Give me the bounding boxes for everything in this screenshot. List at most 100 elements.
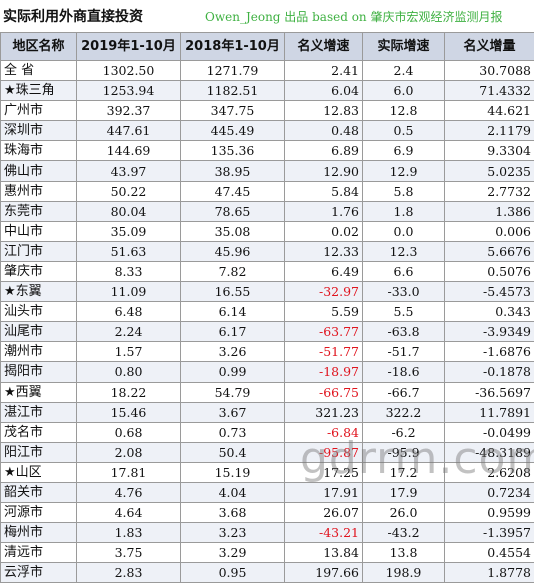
cell-region: 汕头市: [1, 302, 77, 322]
cell-nominal-increment: -48.3189: [445, 442, 534, 462]
cell-region: 全 省: [1, 61, 77, 81]
column-header-real-growth: 实际增速: [363, 33, 445, 61]
cell-2019: 15.46: [77, 402, 181, 422]
cell-2019: 1.57: [77, 342, 181, 362]
cell-nominal-increment: 44.621: [445, 101, 534, 121]
cell-real-growth: 322.2: [363, 402, 445, 422]
cell-nominal-growth: 17.25: [285, 462, 363, 482]
cell-nominal-increment: -1.6876: [445, 342, 534, 362]
table-header-bar: 实际利用外商直接投资 Owen_Jeong 出品 based on 肇庆市宏观经…: [0, 0, 534, 32]
cell-real-growth: 5.5: [363, 302, 445, 322]
cell-2018: 38.95: [181, 161, 285, 181]
cell-2018: 0.95: [181, 563, 285, 583]
cell-nominal-growth: 5.84: [285, 181, 363, 201]
cell-region: 肇庆市: [1, 261, 77, 281]
cell-nominal-growth: -32.97: [285, 282, 363, 302]
cell-real-growth: 6.6: [363, 261, 445, 281]
fdi-table: 地区名称 2019年1-10月 2018年1-10月 名义增速 实际增速 名义增…: [0, 32, 534, 583]
cell-nominal-increment: 2.7732: [445, 181, 534, 201]
cell-2019: 392.37: [77, 101, 181, 121]
cell-nominal-growth: -66.75: [285, 382, 363, 402]
cell-real-growth: 6.9: [363, 141, 445, 161]
cell-nominal-increment: -36.5697: [445, 382, 534, 402]
cell-2018: 3.26: [181, 342, 285, 362]
cell-region: 梅州市: [1, 523, 77, 543]
cell-region: 湛江市: [1, 402, 77, 422]
cell-2019: 2.08: [77, 442, 181, 462]
cell-nominal-increment: 0.7234: [445, 482, 534, 502]
cell-nominal-growth: -18.97: [285, 362, 363, 382]
cell-nominal-increment: -5.4573: [445, 282, 534, 302]
cell-real-growth: -43.2: [363, 523, 445, 543]
cell-2019: 1302.50: [77, 61, 181, 81]
cell-2019: 0.68: [77, 422, 181, 442]
cell-nominal-increment: 1.8778: [445, 563, 534, 583]
cell-region: 韶关市: [1, 482, 77, 502]
cell-nominal-growth: -63.77: [285, 322, 363, 342]
cell-2019: 80.04: [77, 201, 181, 221]
cell-2018: 1182.51: [181, 81, 285, 101]
cell-2019: 4.64: [77, 503, 181, 523]
cell-real-growth: 198.9: [363, 563, 445, 583]
cell-real-growth: -33.0: [363, 282, 445, 302]
cell-real-growth: 12.3: [363, 241, 445, 261]
cell-real-growth: 5.8: [363, 181, 445, 201]
cell-2019: 35.09: [77, 221, 181, 241]
cell-region: 揭阳市: [1, 362, 77, 382]
cell-nominal-increment: 0.4554: [445, 543, 534, 563]
column-header-nominal-increment: 名义增量: [445, 33, 534, 61]
cell-region: 深圳市: [1, 121, 77, 141]
cell-nominal-increment: 11.7891: [445, 402, 534, 422]
cell-2019: 17.81: [77, 462, 181, 482]
cell-2018: 6.17: [181, 322, 285, 342]
cell-2018: 78.65: [181, 201, 285, 221]
cell-nominal-increment: -0.1878: [445, 362, 534, 382]
cell-nominal-growth: 197.66: [285, 563, 363, 583]
cell-nominal-growth: 17.91: [285, 482, 363, 502]
cell-2019: 4.76: [77, 482, 181, 502]
cell-nominal-increment: -0.0499: [445, 422, 534, 442]
cell-nominal-increment: 5.6676: [445, 241, 534, 261]
cell-real-growth: 17.9: [363, 482, 445, 502]
cell-2019: 2.83: [77, 563, 181, 583]
cell-nominal-growth: 26.07: [285, 503, 363, 523]
cell-real-growth: -6.2: [363, 422, 445, 442]
cell-2019: 6.48: [77, 302, 181, 322]
cell-nominal-growth: 12.83: [285, 101, 363, 121]
cell-2018: 54.79: [181, 382, 285, 402]
cell-2019: 2.24: [77, 322, 181, 342]
cell-2019: 1.83: [77, 523, 181, 543]
cell-region: 茂名市: [1, 422, 77, 442]
cell-real-growth: -51.7: [363, 342, 445, 362]
cell-real-growth: 1.8: [363, 201, 445, 221]
cell-2018: 15.19: [181, 462, 285, 482]
cell-nominal-growth: -95.87: [285, 442, 363, 462]
cell-2019: 0.80: [77, 362, 181, 382]
cell-nominal-growth: 2.41: [285, 61, 363, 81]
cell-2018: 35.08: [181, 221, 285, 241]
cell-2019: 18.22: [77, 382, 181, 402]
cell-region: 东莞市: [1, 201, 77, 221]
cell-region: 汕尾市: [1, 322, 77, 342]
cell-real-growth: 17.2: [363, 462, 445, 482]
cell-2019: 50.22: [77, 181, 181, 201]
cell-nominal-growth: -51.77: [285, 342, 363, 362]
cell-nominal-increment: -3.9349: [445, 322, 534, 342]
cell-nominal-growth: 12.33: [285, 241, 363, 261]
cell-nominal-increment: 0.006: [445, 221, 534, 241]
cell-nominal-growth: 1.76: [285, 201, 363, 221]
